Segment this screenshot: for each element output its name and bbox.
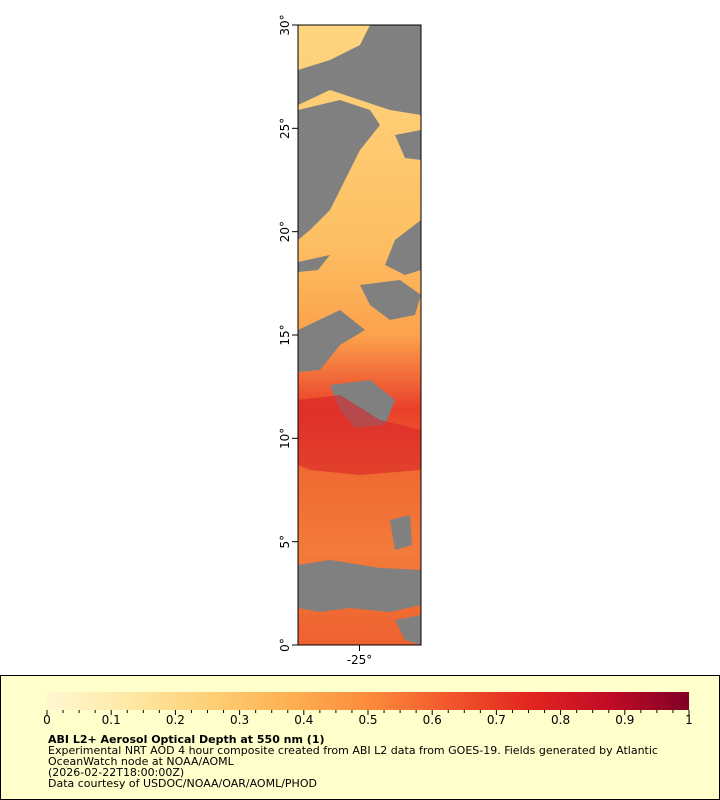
x-tick-label: -25° (347, 653, 373, 667)
colorbar-tick-label: 0.9 (615, 713, 634, 727)
colorbar-axis: 0 0.1 0.2 0.3 0.4 0.5 0.6 0.7 0.8 0.9 1 (43, 710, 693, 727)
y-tick-label: 25° (278, 118, 292, 139)
high-aod-area (298, 395, 421, 475)
y-tick-label: 15° (278, 324, 292, 345)
colorbar-tick-label: 0.3 (230, 713, 249, 727)
legend-line: OceanWatch node at NOAA/AOML (48, 755, 235, 768)
colorbar-tick-label: 1 (685, 713, 693, 727)
y-tick-label: 30° (278, 14, 292, 35)
colorbar-tick-label: 0.2 (166, 713, 185, 727)
colorbar-tick-label: 0.1 (102, 713, 121, 727)
y-tick-label: 20° (278, 221, 292, 242)
map-image (298, 25, 421, 645)
legend-line: (2026-02-22T18:00:00Z) (48, 766, 184, 779)
colorbar-tick-label: 0.4 (294, 713, 313, 727)
y-tick-label: 0° (278, 638, 292, 652)
colorbar-tick-label: 0.8 (551, 713, 570, 727)
y-tick-label: 5° (278, 535, 292, 549)
legend-title: ABI L2+ Aerosol Optical Depth at 550 nm … (48, 733, 325, 746)
colorbar-tick-label: 0.6 (423, 713, 442, 727)
colorbar-tick-label: 0.7 (487, 713, 506, 727)
axes: 0° 5° 10° 15° 20° 25° 30° -25° (278, 14, 372, 667)
y-tick-label: 10° (278, 428, 292, 449)
legend-line: Data courtesy of USDOC/NOAA/OAR/AOML/PHO… (48, 777, 317, 790)
colorbar-tick-label: 0 (43, 713, 51, 727)
colorbar (47, 692, 689, 710)
colorbar-tick-label: 0.5 (358, 713, 377, 727)
legend-line: Experimental NRT AOD 4 hour composite cr… (48, 744, 658, 757)
